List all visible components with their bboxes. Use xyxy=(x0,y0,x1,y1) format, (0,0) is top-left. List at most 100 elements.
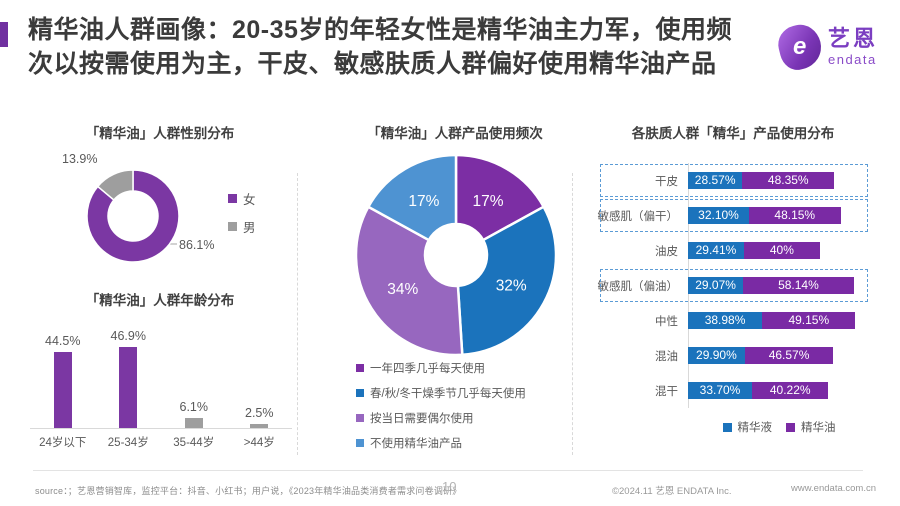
skin-category-label: 混干 xyxy=(655,385,678,398)
endata-logo-letter: e xyxy=(793,33,807,61)
age-category-label: 35-44岁 xyxy=(173,437,215,449)
frequency-slice-label: 17% xyxy=(408,193,439,210)
age-bar-group: 46.9% xyxy=(96,329,162,428)
essence-oil-label: 精华油 xyxy=(801,422,836,434)
age-value-label: 44.5% xyxy=(45,333,81,348)
age-bar-group: 6.1% xyxy=(161,400,227,428)
frequency-donut-chart: 17% 32% 34% 17% xyxy=(354,153,558,357)
frequency-slice-3 xyxy=(366,153,458,242)
footer-copyright: ©2024.11 艺恩 ENDATA Inc. xyxy=(612,486,732,497)
bar-segment: 38.98% xyxy=(688,312,763,329)
legend-swatch xyxy=(356,389,364,397)
bar-segment: 40.22% xyxy=(752,382,829,399)
frequency-slice-label: 34% xyxy=(387,281,418,298)
bar-segment: 58.14% xyxy=(743,277,854,294)
skin-stacked-bar-chart: 干皮 28.57% 48.35% 敏感肌（偏干） 32.10% 48.15% 油皮 29.41… xyxy=(578,163,870,434)
legend-item-female: 女 xyxy=(228,189,256,208)
female-percent-label: 86.1% xyxy=(179,238,215,252)
gender-slice-1 xyxy=(96,169,134,202)
highlight-dashed-box xyxy=(600,164,868,197)
bar-segment: 29.07% xyxy=(688,277,744,294)
logo-en-label: endata xyxy=(827,52,877,67)
legend-swatch xyxy=(356,364,364,372)
frequency-slice-2 xyxy=(354,205,464,357)
frequency-legend: 一年四季几乎每天使用 春/秋/冬干燥季节几乎每天使用 按当日需要偶尔使用 不使用… xyxy=(356,360,526,460)
frequency-slice-1 xyxy=(456,205,558,357)
highlight-dashed-box xyxy=(600,269,868,302)
skin-bar: 29.90% 46.57% xyxy=(688,347,834,364)
gender-legend: 女 男 xyxy=(228,189,256,245)
endata-logo: e 艺恩 endata xyxy=(774,20,878,74)
female-label: 女 xyxy=(243,193,256,207)
bar-segment: 48.35% xyxy=(742,172,835,189)
age-bar xyxy=(119,347,138,428)
skin-row: 敏感肌（偏干） 32.10% 48.15% xyxy=(578,198,870,233)
skin-row: 中性 38.98% 49.15% xyxy=(578,303,870,338)
gender-donut-chart xyxy=(86,169,180,263)
bar-segment: 46.57% xyxy=(744,347,834,364)
skin-category-label: 油皮 xyxy=(655,245,678,258)
gender-slice-0 xyxy=(86,169,180,263)
bar-segment: 29.90% xyxy=(688,347,745,364)
male-label: 男 xyxy=(243,221,256,235)
gender-chart-title: 「精华油」人群性别分布 xyxy=(85,126,235,141)
legend-label: 不使用精华油产品 xyxy=(370,438,462,450)
age-chart-title: 「精华油」人群年龄分布 xyxy=(85,293,235,308)
essence-liquid-label: 精华液 xyxy=(737,422,773,434)
skin-row: 混油 29.90% 46.57% xyxy=(578,338,870,373)
age-bar-group: 44.5% xyxy=(30,333,96,428)
age-bar xyxy=(250,423,269,428)
age-bar-chart: 44.5% 46.9% 6.1% 2.5% xyxy=(30,328,292,429)
bar-segment: 32.10% xyxy=(688,207,749,224)
skin-bar: 29.07% 58.14% xyxy=(688,277,854,294)
age-value-label: 2.5% xyxy=(245,405,274,420)
page-title-line2: 次以按需使用为主，干皮、敏感肤质人群偏好使用精华油产品 xyxy=(28,50,717,78)
title-accent-bar xyxy=(0,22,8,47)
age-value-label: 46.9% xyxy=(110,329,146,344)
skin-category-label: 中性 xyxy=(655,315,678,328)
legend-item: 春/秋/冬干燥季节几乎每天使用 xyxy=(356,385,526,401)
essence-oil-swatch xyxy=(786,422,795,432)
legend-swatch xyxy=(356,414,364,422)
bar-segment: 29.41% xyxy=(688,242,744,259)
age-bar xyxy=(184,417,203,428)
frequency-chart-title: 「精华油」人群产品使用频次 xyxy=(367,126,543,141)
essence-liquid-swatch xyxy=(722,422,732,432)
female-swatch xyxy=(228,194,237,203)
footer-source: source：；艺恩营销智库，监控平台：抖音、小红书；用户说，《2023年精华油… xyxy=(35,486,462,496)
skin-category-label: 敏感肌（偏油） xyxy=(597,280,679,293)
skin-category-label: 干皮 xyxy=(655,175,678,188)
age-axis-labels: 24岁以下 25-34岁 35-44岁 >44岁 xyxy=(30,434,292,450)
logo-zh-label: 艺恩 xyxy=(827,26,878,51)
legend-item-essence-oil: 精华油 xyxy=(786,419,836,435)
column-divider xyxy=(572,173,573,455)
legend-item-male: 男 xyxy=(228,217,256,236)
male-swatch xyxy=(228,222,237,231)
bar-segment: 48.15% xyxy=(749,207,841,224)
age-category-label: >44岁 xyxy=(243,437,275,449)
male-percent-label: 13.9% xyxy=(62,152,98,166)
age-bar xyxy=(53,351,72,428)
footer-website: www.endata.com.cn xyxy=(790,483,876,494)
legend-label: 一年四季几乎每天使用 xyxy=(370,363,485,375)
legend-label: 春/秋/冬干燥季节几乎每天使用 xyxy=(370,388,526,400)
skin-row: 油皮 29.41% 40% xyxy=(578,233,870,268)
page-title-line1: 精华油人群画像：20-35岁的年轻女性是精华油主力军，使用频 xyxy=(28,16,732,44)
endata-logo-text: 艺恩 endata xyxy=(827,26,878,67)
skin-row: 干皮 28.57% 48.35% xyxy=(578,163,870,198)
highlight-dashed-box xyxy=(600,199,868,232)
endata-logo-icon: e xyxy=(774,20,826,74)
legend-item: 一年四季几乎每天使用 xyxy=(356,360,526,376)
skin-category-label: 混油 xyxy=(655,350,678,363)
footer-divider xyxy=(33,470,863,471)
skin-bar: 38.98% 49.15% xyxy=(688,312,856,329)
legend-item: 按当日需要偶尔使用 xyxy=(356,410,526,426)
bar-segment: 28.57% xyxy=(688,172,743,189)
bar-segment: 49.15% xyxy=(762,312,856,329)
frequency-slice-label: 32% xyxy=(496,277,527,294)
frequency-slice-label: 17% xyxy=(473,193,504,210)
legend-swatch xyxy=(356,439,364,447)
age-category-label: 24岁以下 xyxy=(39,437,87,449)
skin-chart-title: 各肤质人群「精华」产品使用分布 xyxy=(631,126,835,141)
column-divider xyxy=(297,173,298,455)
